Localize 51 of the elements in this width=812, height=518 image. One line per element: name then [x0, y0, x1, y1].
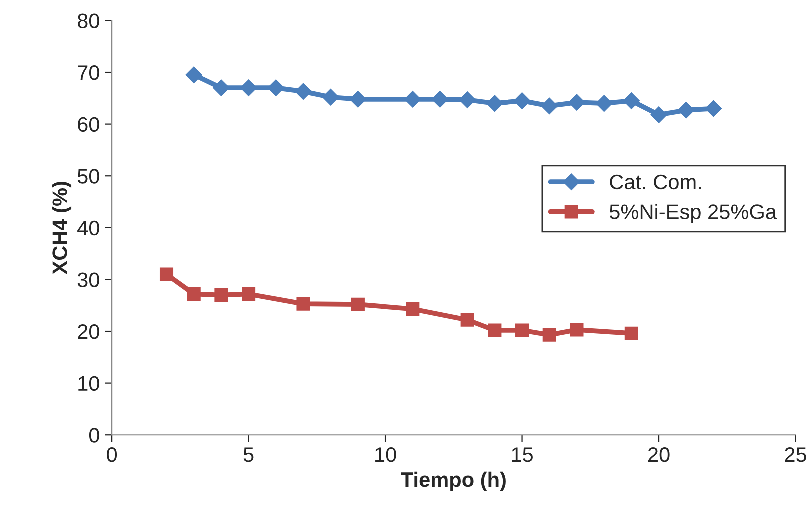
point — [240, 80, 258, 96]
x-tick-label: 10 — [376, 447, 396, 462]
x-tick-label: 15 — [512, 448, 533, 462]
legend-label: Cat. Com. — [610, 174, 701, 190]
y-tick-label: 80 — [78, 14, 100, 28]
point — [459, 92, 476, 108]
y-tick-label: 0 — [89, 428, 100, 443]
point — [541, 98, 558, 115]
y-tick-label: 20 — [78, 324, 100, 340]
x-tick-label: 25 — [785, 447, 806, 462]
x-tick-label: 20 — [648, 447, 670, 462]
point — [350, 91, 367, 108]
point — [404, 91, 422, 108]
point — [187, 287, 201, 301]
point — [432, 91, 449, 108]
point — [351, 298, 365, 312]
point — [295, 83, 312, 100]
point — [542, 328, 556, 342]
point — [624, 326, 638, 340]
point — [705, 100, 722, 118]
y-axis-title: XCH4 (%) — [52, 182, 72, 275]
point — [568, 94, 586, 111]
point — [406, 302, 420, 316]
point — [514, 92, 531, 110]
point — [296, 297, 310, 311]
point — [488, 324, 502, 338]
point — [623, 92, 640, 110]
point — [516, 324, 530, 338]
y-tick-label: 30 — [78, 272, 100, 288]
x-tick-label: 5 — [244, 448, 254, 462]
point — [160, 268, 174, 282]
point — [214, 288, 228, 302]
point — [322, 89, 340, 106]
point — [650, 106, 668, 124]
point — [678, 102, 695, 119]
point — [268, 80, 285, 96]
point — [570, 323, 584, 337]
y-tick-label: 60 — [78, 117, 100, 132]
x-tick-label: 0 — [107, 447, 118, 462]
point — [486, 95, 504, 112]
point — [242, 287, 256, 301]
x-axis-title: Tiempo (h) — [401, 472, 506, 492]
point — [596, 95, 613, 112]
point — [460, 313, 474, 327]
y-tick-label: 40 — [78, 220, 100, 236]
y-tick-label: 70 — [78, 66, 100, 80]
legend-label: 5%Ni-Esp 25%Ga — [610, 204, 778, 224]
y-tick-label: 50 — [78, 169, 100, 184]
point — [186, 66, 202, 84]
y-tick-label: 10 — [78, 376, 100, 392]
point — [213, 80, 230, 96]
